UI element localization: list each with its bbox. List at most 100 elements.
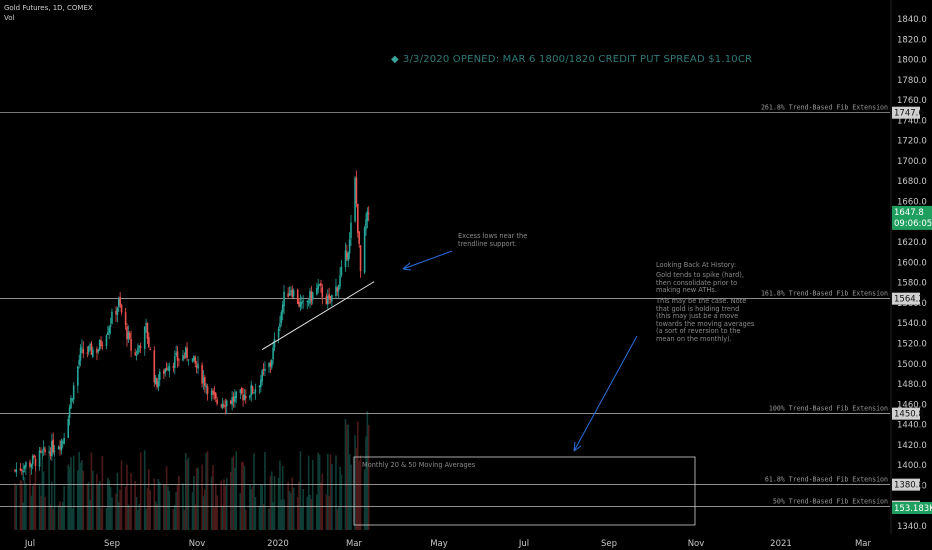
candle-body [201, 364, 203, 384]
candle-body [34, 458, 37, 466]
volume-bar [348, 454, 351, 530]
volume-bar [268, 508, 270, 530]
volume-bar [111, 497, 113, 530]
volume-bar [63, 485, 65, 530]
volume-bar [149, 490, 151, 530]
candle-body [22, 470, 24, 473]
volume-bar [139, 452, 142, 530]
volume-bar [367, 424, 370, 530]
y-tick-label: 1780.0 [897, 76, 927, 86]
candle-body [68, 407, 71, 418]
volume-bar [105, 508, 108, 530]
candle-body [71, 399, 74, 401]
volume-bar [250, 488, 253, 530]
volume-bar [253, 453, 255, 530]
volume-bar [128, 506, 131, 530]
volume-bar [337, 507, 340, 530]
volume-bar [44, 497, 46, 530]
candle-body [168, 366, 171, 372]
candle-body [97, 350, 100, 352]
volume-bar [212, 464, 214, 530]
candle-body [239, 389, 242, 393]
volume-bar [299, 451, 302, 530]
volume-bar [146, 487, 149, 530]
volume-bar [68, 466, 71, 530]
candle-body [251, 386, 254, 393]
price-label-badge [892, 407, 920, 420]
drawings [261, 250, 696, 526]
volume-bar [306, 496, 309, 530]
volume-bar [366, 411, 369, 530]
candle-body [329, 295, 332, 300]
volume-bar [287, 481, 289, 530]
x-tick-label: Mar [346, 539, 363, 549]
volume-bar [109, 487, 112, 530]
y-tick-label: 1480.0 [897, 380, 927, 390]
candle-body [306, 300, 309, 302]
volume-bar [156, 503, 158, 530]
candle-body [128, 333, 131, 338]
candle-body [288, 292, 291, 296]
volume-bar [331, 463, 333, 530]
candle-body [77, 366, 79, 386]
candle-body [60, 440, 63, 451]
volume-bar [167, 486, 169, 530]
candle-body [127, 332, 130, 340]
volume-bar [29, 463, 31, 530]
candle-body [41, 451, 44, 453]
axes: 1340.01360.01380.01400.01420.01440.01460… [24, 0, 932, 549]
y-tick-label: 1520.0 [897, 339, 927, 349]
x-tick-label: Sep [601, 539, 617, 549]
candle-body [250, 384, 253, 396]
candle-body [57, 446, 60, 450]
volume-bar [325, 494, 328, 530]
volume-bar [79, 462, 82, 530]
candle-body [359, 245, 362, 272]
volume-bar [231, 457, 233, 530]
candle-body [206, 386, 209, 394]
y-tick-label: 1420.0 [897, 441, 927, 451]
volume-bar [232, 455, 235, 530]
candle-body [253, 392, 255, 394]
candle-body [182, 355, 184, 361]
candle-body [194, 357, 197, 364]
y-tick-label: 1700.0 [897, 157, 927, 167]
volume-bar [310, 498, 313, 530]
volume-bar [235, 451, 238, 530]
volume-bar [340, 474, 343, 530]
candle-body [167, 369, 169, 371]
volume-bar [15, 485, 18, 530]
volume-bar [165, 466, 168, 530]
candle-body [135, 354, 138, 356]
x-tick-label: Nov [189, 539, 206, 549]
candle-body [137, 347, 139, 354]
volume-bar [154, 501, 157, 530]
candle-body [321, 287, 324, 298]
volume-bar [223, 479, 225, 530]
volume-bar [206, 450, 209, 530]
volume-bar [71, 508, 74, 530]
volume-label: Vol [4, 14, 15, 22]
candle-body [299, 302, 302, 308]
candle-body [117, 298, 120, 308]
candle-body [350, 222, 352, 239]
price-label-badge [892, 478, 920, 491]
candle-body [224, 405, 227, 407]
volume-bar [19, 480, 22, 530]
volume-bar [157, 479, 160, 530]
fib-extension-levels: 261.8% Trend-Based Fib Extension 161.8% T… [0, 104, 890, 507]
candle-body [163, 370, 165, 375]
volume-bar [277, 477, 280, 530]
candle-body [214, 392, 217, 399]
volume-bar [291, 477, 294, 530]
candle-body [107, 332, 109, 335]
candle-body [146, 322, 149, 339]
x-tick-label: Jul [24, 539, 35, 549]
candle-body [100, 340, 102, 347]
candle-body [358, 231, 360, 244]
candle-body [79, 348, 82, 361]
candle-body [339, 275, 341, 287]
candle-body [63, 437, 65, 444]
